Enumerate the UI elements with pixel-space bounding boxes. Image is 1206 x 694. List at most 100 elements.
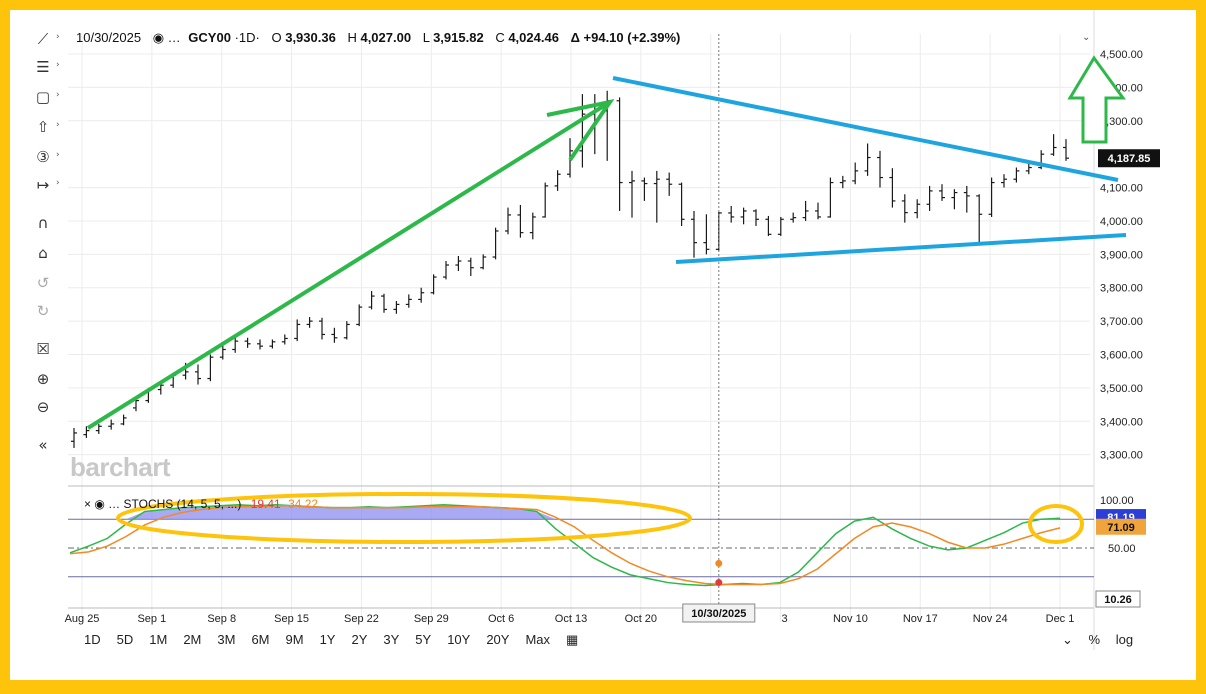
ohlc-bar [653, 170, 660, 223]
ohlc-bar [207, 354, 214, 382]
range-3m[interactable]: 3M [217, 632, 236, 647]
drawing-toolbar: ⟋ › ☰ › ▢ › ⇧ › ③ › ↦ › ∩ ⌂ ↺ ↻ ☒ ⊕ ⊖ « [10, 10, 66, 480]
y-tick-label: 3,700.00 [1100, 316, 1143, 328]
x-tick-label: Sep 22 [344, 613, 379, 625]
y-tick-label: 3,300.00 [1100, 450, 1143, 462]
chevron-down-icon[interactable]: ⌄ [1082, 32, 1091, 43]
stoch-overbought-fill [126, 504, 556, 520]
range-3y[interactable]: 3Y [383, 632, 400, 647]
eye-icon[interactable]: ◉ … [94, 497, 121, 511]
range-20y[interactable]: 20Y [486, 632, 510, 647]
range-5y[interactable]: 5Y [415, 632, 432, 647]
y-tick-label: 3,600.00 [1100, 349, 1143, 361]
stoch-low-badge-label: 10.26 [1104, 594, 1132, 606]
ohlc-bar [542, 182, 549, 218]
x-tick-label: Nov 17 [903, 613, 938, 625]
price-chart[interactable]: 4,500.004,400.004,300.004,100.004,000.00… [10, 10, 1196, 680]
range-1m[interactable]: 1M [149, 632, 168, 647]
close-value: 4,024.46 [508, 30, 559, 45]
line-tool-icon[interactable]: ⟋ › [37, 30, 60, 48]
stoch-tick-label: 50.00 [1108, 543, 1136, 555]
range-5d[interactable]: 5D [116, 632, 134, 647]
range-2m[interactable]: 2M [183, 632, 202, 647]
ohlc-bar [889, 168, 896, 208]
range-max[interactable]: Max [525, 632, 551, 647]
ohlc-bar [492, 227, 499, 260]
open-label: O [271, 30, 282, 45]
undo-icon[interactable]: ↺ [36, 274, 50, 292]
eye-icon[interactable]: ◉ … [152, 30, 181, 45]
percent-toggle[interactable]: % [1088, 632, 1101, 647]
unlock-icon[interactable]: ⌂ [38, 244, 48, 262]
ohlc-bar [827, 177, 834, 218]
stochastic-legend: × ◉ … STOCHS (14, 5, 5, ...) 19.41 34.22 [84, 497, 318, 511]
close-icon[interactable]: × [84, 497, 92, 511]
y-tick-label: 4,300.00 [1100, 116, 1143, 128]
stoch-low-badge [1095, 590, 1141, 608]
ohlc-bar [83, 426, 90, 438]
ohlc-bar [331, 327, 338, 343]
counter-tool-icon[interactable]: ③ › [36, 148, 60, 166]
ohlc-bar [232, 337, 239, 353]
ohlc-bar [765, 215, 772, 236]
ohlc-bar [294, 319, 301, 342]
ohlc-bar [195, 364, 201, 385]
crosshair-date-box [682, 603, 756, 623]
zoom-out-icon[interactable]: ⊖ [36, 398, 50, 416]
range-2y[interactable]: 2Y [351, 632, 368, 647]
x-tick-label: Oct 6 [488, 613, 514, 625]
ohlc-bar [951, 189, 958, 210]
ohlc-bar [1001, 174, 1007, 188]
ohlc-bar [517, 204, 524, 238]
scale-controls: ⌄ % log [1050, 632, 1133, 648]
x-tick-label: Oct 20 [625, 613, 657, 625]
x-tick-label: Aug 25 [65, 613, 100, 625]
ohlc-bar [703, 214, 710, 255]
ohlc-bar [120, 414, 127, 426]
ohlc-bar [988, 177, 995, 217]
ohlc-bar [802, 200, 809, 221]
ohlc-bar [529, 212, 536, 240]
x-tick-label: Sep 8 [207, 613, 236, 625]
collapse-icon[interactable]: « [38, 436, 48, 454]
chevron-icon[interactable]: ⌄ [1062, 632, 1073, 647]
ohlc-bar [281, 334, 288, 345]
magnet-icon[interactable]: ∩ [37, 214, 49, 232]
ohlc-bars [71, 90, 1069, 448]
y-tick-label: 3,800.00 [1100, 283, 1143, 295]
ohlc-bar [219, 343, 226, 360]
range-1d[interactable]: 1D [84, 632, 101, 647]
stoch-label: STOCHS (14, 5, 5, ...) [123, 497, 242, 511]
zoom-in-icon[interactable]: ⊕ [36, 370, 50, 388]
stoch-k-marker [715, 579, 723, 587]
ohlc-bar [554, 170, 561, 191]
ohlc-bar [963, 185, 970, 213]
ohlc-bar [368, 291, 375, 310]
close-label: C [495, 30, 505, 45]
ohlc-bar [666, 172, 673, 196]
fib-tool-icon[interactable]: ☰ › [36, 58, 60, 76]
trash-icon[interactable]: ☒ [36, 340, 50, 358]
range-1y[interactable]: 1Y [319, 632, 336, 647]
header-symbol[interactable]: GCY00 [188, 30, 231, 45]
resistance-line [612, 76, 1119, 182]
stoch-d-line [69, 505, 1061, 586]
redo-icon[interactable]: ↻ [36, 302, 50, 320]
stoch-tick-label: 100.00 [1100, 495, 1134, 507]
header-date: 10/30/2025 [76, 30, 142, 45]
y-tick-label: 3,400.00 [1100, 416, 1143, 428]
ohlc-bar [753, 209, 759, 226]
calendar-icon[interactable]: ▦ [566, 632, 579, 647]
rectangle-tool-icon[interactable]: ▢ › [35, 88, 60, 106]
uptrend-line [86, 100, 612, 430]
ohlc-bar [393, 301, 400, 314]
ohlc-bar [343, 321, 350, 340]
range-6m[interactable]: 6M [251, 632, 270, 647]
range-10y[interactable]: 10Y [447, 632, 471, 647]
log-toggle[interactable]: log [1115, 632, 1134, 647]
range-9m[interactable]: 9M [285, 632, 304, 647]
stoch-k-value: 19.41 [250, 497, 281, 511]
ohlc-bar [839, 175, 846, 189]
measure-tool-icon[interactable]: ↦ › [36, 176, 60, 194]
arrow-tool-icon[interactable]: ⇧ › [36, 118, 60, 136]
